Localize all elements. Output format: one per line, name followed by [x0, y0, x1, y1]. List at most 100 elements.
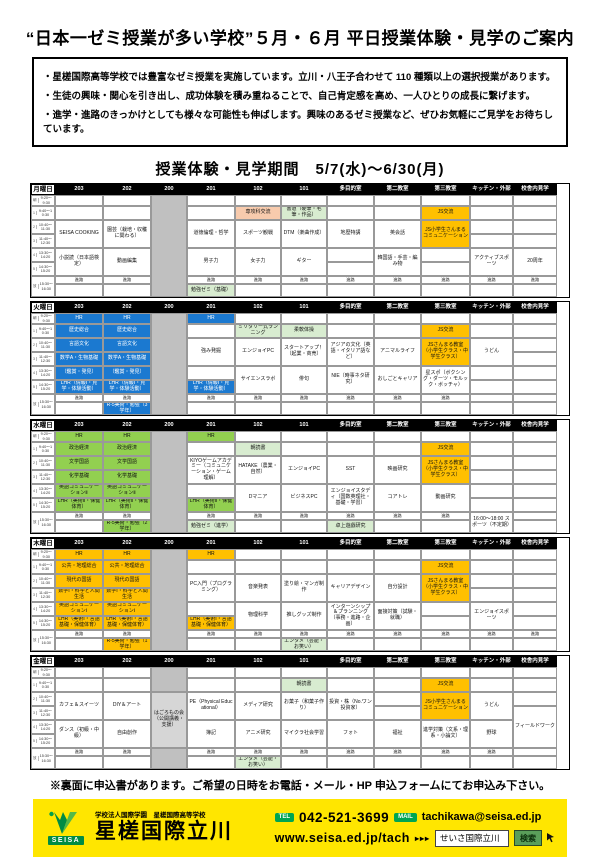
- subject-cell: 公共・地理総合: [103, 560, 151, 574]
- room-header: 102: [235, 184, 281, 195]
- empty-cell: [187, 667, 235, 678]
- empty-cell: [235, 313, 281, 324]
- search-input[interactable]: せいさ国際立川: [435, 829, 509, 847]
- subject-cell: 専攻科交流: [235, 206, 281, 220]
- subject-cell: 言語文化: [103, 338, 151, 352]
- subject-cell: 進路: [327, 276, 374, 284]
- empty-cell: [327, 262, 374, 276]
- subject-cell: ミリタリー式ランニング: [235, 324, 281, 338]
- room-header: 200: [151, 656, 187, 667]
- subject-cell: 福祉: [374, 720, 421, 748]
- subject-cell: Dマニア: [235, 484, 281, 512]
- page-title: “日本一ゼミ授業が多い学校”５月・６月 平日授業体験・見学のご案内: [25, 29, 575, 48]
- search-button[interactable]: 検索: [514, 830, 542, 846]
- room-header: 102: [235, 656, 281, 667]
- subject-cell: 進路: [103, 276, 151, 284]
- empty-cell: [187, 206, 235, 220]
- visit-period-heading: 授業体験・見学期間 5/7(水)～6/30(月): [155, 161, 445, 178]
- empty-cell: [235, 520, 281, 533]
- subject-cell: 進路: [103, 394, 151, 402]
- subject-cell: 書道（硬筆・毛筆・作品）: [281, 206, 327, 220]
- subject-cell: LHR（情報Ⅰ・見学・体験活動）: [187, 380, 235, 394]
- empty-cell: [374, 520, 421, 533]
- empty-cell: [327, 402, 374, 415]
- time-cell: 4 13:30～14:20: [31, 602, 55, 616]
- empty-cell: [374, 560, 421, 574]
- empty-cell: [513, 667, 557, 678]
- subject-cell: 勉強ゼミ（基礎）: [187, 284, 235, 297]
- empty-cell: [374, 313, 421, 324]
- subject-cell: アジアの文化（英語・イタリア語など）: [327, 338, 374, 366]
- time-cell: 2 10:40～11:30: [31, 220, 55, 234]
- room-header: 校舎内見学: [513, 302, 557, 313]
- subject-cell: 文学国語: [103, 456, 151, 470]
- empty-cell: [513, 574, 557, 588]
- time-cell: 3 11:40～12:30: [31, 470, 55, 484]
- empty-cell: [470, 366, 513, 380]
- subject-cell: 進路: [327, 512, 374, 520]
- subject-cell: 進路: [327, 748, 374, 756]
- subject-cell: 英語コミュニケーションⅡ: [103, 484, 151, 498]
- subject-cell: ビジネスPC: [281, 484, 327, 512]
- empty-cell: [374, 678, 421, 692]
- room-header: 203: [55, 184, 103, 195]
- room-header: キッチン・外部: [470, 656, 513, 667]
- subject-cell: メディア研究: [235, 692, 281, 720]
- subject-cell: 文学国語: [55, 456, 103, 470]
- time-cell: 放 15:30～16:30: [31, 276, 55, 297]
- subject-cell: HR: [103, 549, 151, 560]
- subject-cell: 進路: [187, 276, 235, 284]
- empty-cell: [55, 284, 103, 297]
- subject-cell: 簿記: [187, 720, 235, 748]
- arrow-icons: ▸▸▸: [414, 833, 430, 843]
- empty-cell: [187, 484, 235, 498]
- empty-cell: [281, 520, 327, 533]
- empty-cell: [513, 470, 557, 484]
- empty-cell: [470, 324, 513, 338]
- empty-cell: [513, 313, 557, 324]
- email-address: tachikawa@seisa.ed.jp: [421, 811, 542, 823]
- subject-cell: 韓国語・手芸・編み物: [374, 248, 421, 276]
- subject-cell: エンタメ（芸能・お笑い）: [235, 756, 281, 769]
- empty-cell: [513, 195, 557, 206]
- time-cell: 4 13:30～14:20: [31, 720, 55, 734]
- subject-cell: DIY＆アート: [103, 692, 151, 720]
- room-header: 102: [235, 302, 281, 313]
- time-cell: 1 9:40～10:30: [31, 442, 55, 456]
- room-header: 校舎内見学: [513, 184, 557, 195]
- day-block: 月曜日 203 202 200 201 102 101 多目的室 第二教室 第三教室 キッチン・外部…: [30, 183, 570, 298]
- subject-cell: LHR（美術Ⅰ・言語基礎・保健体育）: [103, 616, 151, 630]
- subject-cell: 進路: [374, 394, 421, 402]
- subject-cell: 進路: [374, 276, 421, 284]
- empty-cell: [513, 442, 557, 456]
- room-header: 校舎内見学: [513, 538, 557, 549]
- room-header: 101: [281, 184, 327, 195]
- subject-cell: 進路: [235, 394, 281, 402]
- subject-cell: 公共・地理総合: [55, 560, 103, 574]
- day-block: 金曜日 203 202 200 201 102 101 多目的室 第二教室 第三教室 キッチン・外部…: [30, 655, 570, 770]
- subject-cell: カフェ＆スイーツ: [55, 692, 103, 720]
- contact-row-web: www.seisa.ed.jp/tach ▸▸▸ せいさ国際立川 検索: [275, 829, 555, 847]
- subject-cell: 物理科学: [235, 602, 281, 630]
- subject-cell: PE（Physical Educational）: [187, 692, 235, 720]
- day-block: 火曜日 203 202 200 201 102 101 多目的室 第二教室 第三教室 キッチン・外部…: [30, 301, 570, 416]
- empty-cell: [151, 748, 187, 769]
- empty-cell: [55, 756, 103, 769]
- time-cell: 5 14:30～15:20: [31, 498, 55, 512]
- empty-cell: [470, 195, 513, 206]
- empty-cell: [187, 638, 235, 651]
- empty-cell: [374, 442, 421, 456]
- subject-cell: 面接対策（試験・就職）: [374, 602, 421, 630]
- subject-cell: 進路: [55, 276, 103, 284]
- subject-cell: JS交流: [421, 206, 470, 220]
- empty-cell: [513, 402, 557, 415]
- empty-cell: [421, 602, 470, 616]
- time-cell: 2 10:40～11:30: [31, 456, 55, 470]
- subject-cell: 進路: [327, 394, 374, 402]
- room-header: 101: [281, 302, 327, 313]
- empty-cell: [513, 602, 557, 616]
- empty-cell: [513, 748, 557, 756]
- room-header: 第三教室: [421, 302, 470, 313]
- empty-cell: [103, 195, 151, 206]
- empty-cell: [513, 220, 557, 234]
